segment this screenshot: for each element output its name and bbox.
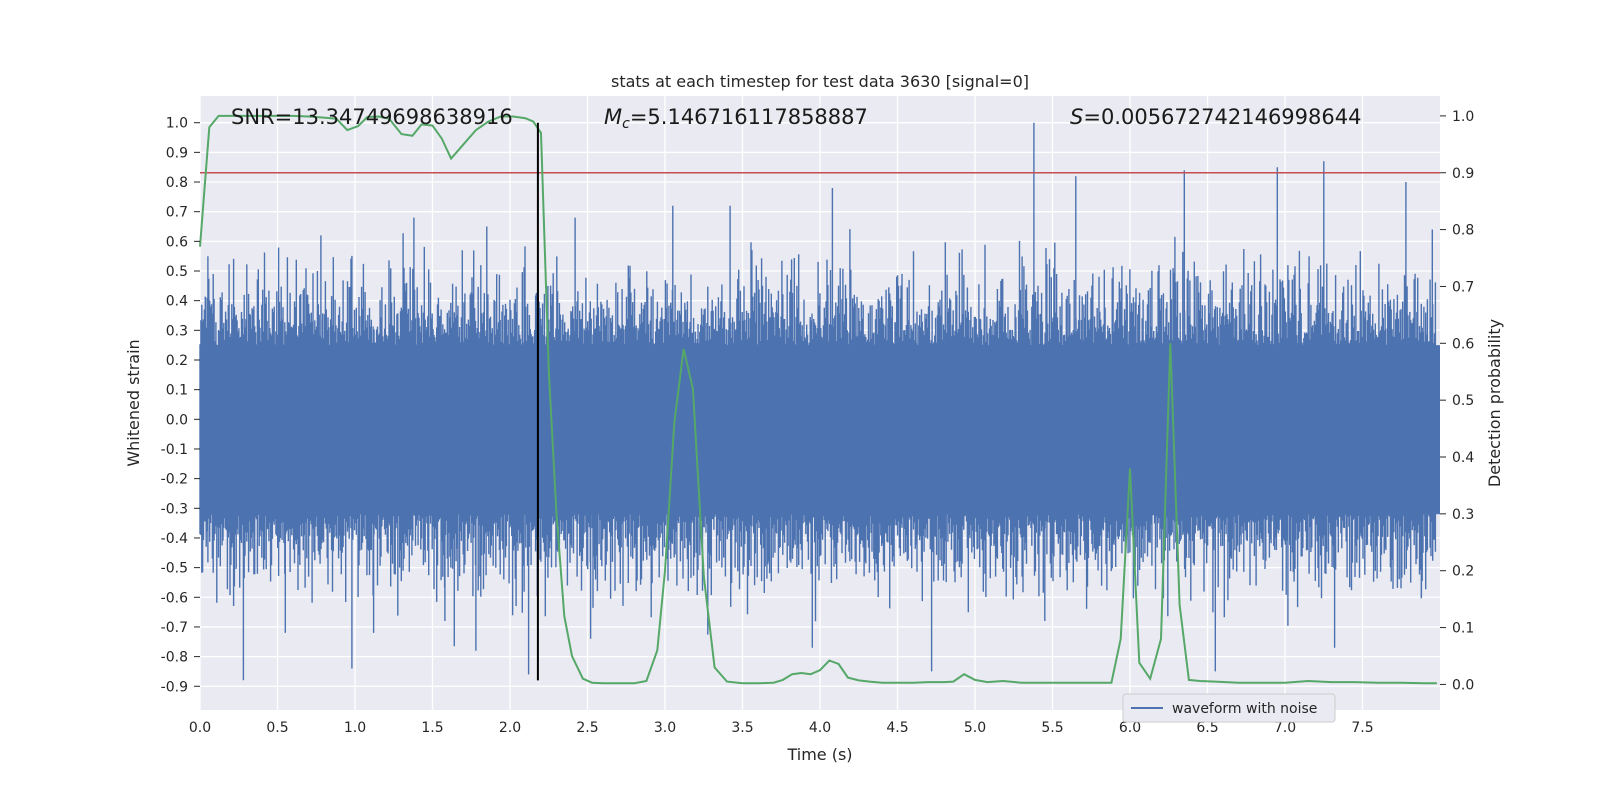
- x-tick-label: 5.5: [1041, 720, 1063, 736]
- x-tick-label: 7.5: [1351, 720, 1373, 736]
- y-left-tick-label: -0.2: [161, 472, 188, 488]
- snr-annotation: SNR=13.34749698638916: [231, 105, 513, 129]
- chirp-mass-value: =5.146716117858887: [630, 105, 868, 129]
- s-value: =0.005672742146998644: [1083, 105, 1361, 129]
- y-left-tick-label: 0.0: [166, 412, 188, 428]
- x-axis-label: Time (s): [786, 745, 852, 764]
- x-tick-label: 4.5: [886, 720, 908, 736]
- y-left-tick-label: 0.1: [166, 383, 188, 399]
- y-left-tick-label: 0.7: [166, 205, 188, 221]
- y-right-tick-label: 0.1: [1452, 621, 1474, 637]
- y-left-tick-label: -0.5: [161, 561, 188, 577]
- legend-box: [1122, 693, 1336, 723]
- s-annotation: S=0.005672742146998644: [1070, 105, 1361, 129]
- chirp-mass-subscript: c: [622, 116, 630, 132]
- x-tick-label: 6.0: [1119, 720, 1141, 736]
- x-tick-label: 2.5: [576, 720, 598, 736]
- chirp-mass-annotation: Mc=5.146716117858887: [604, 105, 868, 132]
- y-left-tick-label: 0.6: [166, 234, 188, 250]
- x-tick-label: 1.5: [421, 720, 443, 736]
- x-tick-label: 2.0: [499, 720, 521, 736]
- y-right-tick-label: 0.6: [1452, 336, 1474, 352]
- legend: waveform with noise: [1122, 693, 1336, 723]
- y-right-axis-label: Detection probability: [1485, 319, 1504, 487]
- y-left-tick-label: -0.1: [161, 442, 188, 458]
- waveform-with-noise-series: [199, 122, 1440, 681]
- y-left-tick-label: 0.2: [166, 353, 188, 369]
- x-tick-label: 0.0: [189, 720, 211, 736]
- x-tick-label: 4.0: [809, 720, 831, 736]
- y-right-tick-label: 0.9: [1452, 166, 1474, 182]
- s-symbol: S: [1070, 105, 1083, 129]
- y-left-tick-label: 0.3: [166, 323, 188, 339]
- y-right-tick-label: 0.8: [1452, 223, 1474, 239]
- y-left-tick-label: -0.9: [161, 679, 188, 695]
- chirp-mass-symbol: M: [604, 105, 622, 129]
- y-right-tick-label: 1.0: [1452, 109, 1474, 125]
- y-left-tick-label: -0.4: [161, 531, 188, 547]
- y-left-tick-label: 0.9: [166, 145, 188, 161]
- y-right-axis-ticks: 1.0 0.9 0.8 0.7 0.6 0.5 0.4 0.3 0.2 0.1 0.0: [1440, 109, 1474, 693]
- x-tick-label: 0.5: [266, 720, 288, 736]
- y-right-tick-label: 0.7: [1452, 279, 1474, 295]
- y-left-axis-label: Whitened strain: [124, 339, 143, 466]
- x-tick-label: 3.5: [731, 720, 753, 736]
- y-left-tick-label: 0.8: [166, 175, 188, 191]
- legend-label: waveform with noise: [1172, 701, 1317, 717]
- x-tick-label: 3.0: [654, 720, 676, 736]
- detection-probability-line: [199, 114, 1437, 685]
- y-right-tick-label: 0.3: [1452, 507, 1474, 523]
- chart-title: stats at each timestep for test data 363…: [611, 72, 1029, 91]
- y-right-tick-label: 0.5: [1452, 393, 1474, 409]
- x-tick-label: 6.5: [1196, 720, 1218, 736]
- waveform-trace: [199, 122, 1437, 681]
- y-left-tick-label: 1.0: [166, 116, 188, 132]
- y-right-tick-label: 0.2: [1452, 564, 1474, 580]
- y-left-axis-ticks: 1.0 0.9 0.8 0.7 0.6 0.5 0.4 0.3 0.2 0.1 0.0 -0.1 -0.…: [161, 116, 200, 695]
- y-left-tick-label: -0.7: [161, 620, 188, 636]
- y-right-tick-label: 0.0: [1452, 677, 1474, 693]
- x-axis-ticks: 0.0 0.5 1.0 1.5 2.0 2.5 3.0 3.5 4.0 4.5 5.0 5.5 6.0 6…: [189, 720, 1374, 736]
- y-left-tick-label: -0.3: [161, 501, 188, 517]
- y-left-tick-label: 0.5: [166, 264, 188, 280]
- x-tick-label: 1.0: [344, 720, 366, 736]
- y-left-tick-label: 0.4: [166, 294, 188, 310]
- x-tick-label: 5.0: [964, 720, 986, 736]
- y-left-tick-label: -0.6: [161, 590, 188, 606]
- y-left-tick-label: -0.8: [161, 650, 188, 666]
- x-tick-label: 7.0: [1274, 720, 1296, 736]
- y-right-tick-label: 0.4: [1452, 450, 1474, 466]
